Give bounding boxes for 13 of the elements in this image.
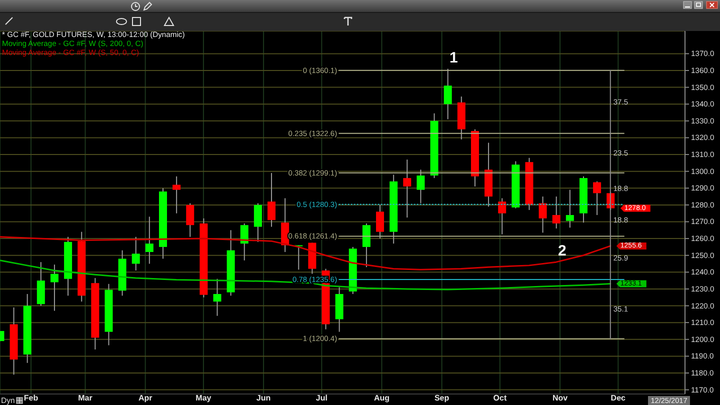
x-tick-label: Oct: [493, 394, 507, 403]
x-tick-label: Apr: [138, 394, 152, 403]
x-tick-label: Aug: [374, 394, 390, 403]
x-tick-label: May: [196, 394, 212, 403]
annotation: 1: [449, 49, 458, 66]
x-tick-label: Nov: [552, 394, 568, 403]
annotation: 2: [558, 242, 566, 260]
x-tick-label: Jun: [256, 394, 271, 403]
x-tick-label: Jul: [316, 394, 328, 403]
x-tick-label: Mar: [78, 394, 92, 403]
x-tick-label: Sep: [434, 394, 450, 403]
x-tick-label: Dec: [610, 394, 626, 403]
x-tick-label: Feb: [24, 394, 38, 403]
